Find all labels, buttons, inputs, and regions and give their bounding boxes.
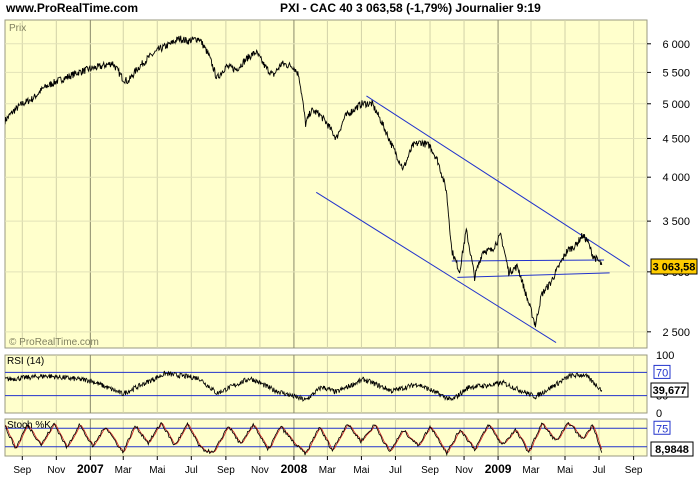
x-tick-label: Jul: [593, 465, 606, 476]
x-tick-label: Mai: [353, 465, 369, 476]
header-ticker: PXI - CAC 40 3 063,58 (-1,79%) Journalie…: [280, 1, 541, 15]
x-tick-label: Jul: [389, 465, 402, 476]
x-axis: Sep Nov 2007 Mar Mai Jul Sep Nov 2008 Mar Mai Jul Se…: [13, 456, 643, 476]
trend-line: [451, 259, 605, 262]
stochastic-level-box: [653, 420, 671, 435]
x-tick-label: Sep: [217, 465, 235, 476]
x-tick-label: Mar: [522, 465, 540, 476]
rsi-y-axis: 10070300: [653, 350, 674, 420]
price-y-tick-label: 2 500: [662, 327, 690, 339]
price-gridlines: [5, 43, 647, 333]
rsi-last-value: 39,677: [653, 385, 687, 397]
x-tick-label: 2007: [77, 462, 104, 476]
trend-line: [315, 191, 557, 343]
price-y-tick-label: 3 500: [662, 216, 690, 228]
rsi-y-tick-label: 70: [656, 367, 668, 379]
price-y-tick-label: 4 500: [662, 133, 690, 145]
price-panel: [4, 19, 648, 349]
rsi-last-value-flag: 39,677: [650, 382, 689, 398]
rsi-y-tick-label: 0: [656, 408, 662, 420]
stochastic-panel-title: Stoch %K: [7, 420, 51, 431]
stochastic-y-axis: 75: [653, 420, 671, 435]
stochastic-series: [5, 421, 603, 456]
stochastic-levels: [5, 427, 647, 448]
x-tick-label: Sep: [13, 465, 31, 476]
x-tick-label: Nov: [455, 465, 473, 476]
x-tick-label: Sep: [625, 465, 643, 476]
price-series: [5, 35, 603, 328]
price-line: [5, 35, 603, 328]
vertical-gridlines: [21, 20, 635, 456]
rsi-line: [5, 370, 603, 402]
rsi-y-tick-label: 100: [656, 350, 674, 362]
stochastic-signal-line: [5, 422, 603, 454]
x-tick-label: Nov: [47, 465, 65, 476]
price-y-tick-label: 4 000: [662, 172, 690, 184]
x-tick-label: 2009: [485, 462, 512, 476]
price-y-tick-label: 6 000: [662, 39, 690, 51]
rsi-level-box: [653, 364, 671, 379]
rsi-panel: [4, 354, 648, 414]
stochastic-last-value: 8,9848: [655, 444, 689, 456]
price-last-value: 3 063,58: [653, 262, 696, 274]
header-site: www.ProRealTime.com: [6, 1, 139, 15]
x-tick-label: Mai: [557, 465, 573, 476]
price-last-value-flag: 3 063,58: [650, 258, 698, 275]
rsi-panel-title: RSI (14): [7, 356, 44, 367]
stochastic-line: [5, 421, 603, 456]
price-y-tick-label: 5 500: [662, 67, 690, 79]
stochastic-y-tick-label: 75: [656, 423, 668, 435]
x-tick-label: Nov: [251, 465, 269, 476]
trend-line: [457, 272, 610, 278]
price-y-tick-label: 5 000: [662, 99, 690, 111]
stochastic-last-value-flag: 8,9848: [650, 441, 694, 457]
rsi-series: [5, 370, 603, 402]
x-tick-label: Mar: [115, 465, 133, 476]
watermark: © ProRealTime.com: [9, 337, 99, 348]
x-tick-label: Mar: [319, 465, 337, 476]
x-tick-label: Mai: [149, 465, 165, 476]
x-tick-label: Jul: [185, 465, 198, 476]
price-panel-title: Prix: [9, 23, 26, 34]
x-tick-label: 2008: [281, 462, 308, 476]
x-tick-label: Sep: [421, 465, 439, 476]
